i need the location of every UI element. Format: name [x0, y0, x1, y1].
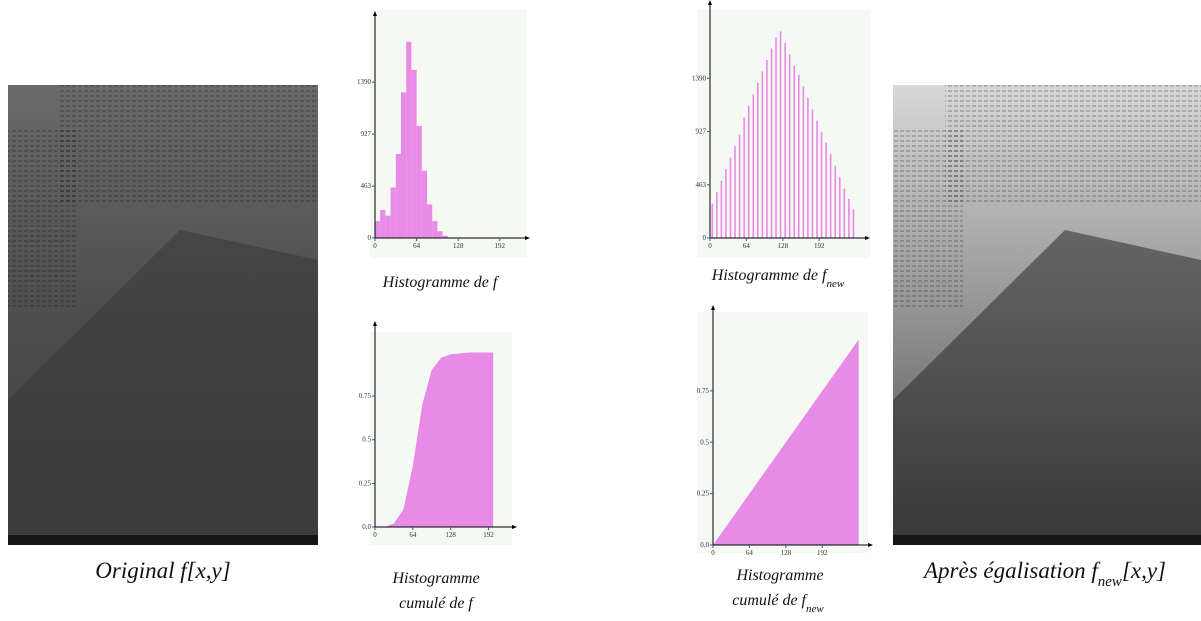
y-tick-label: 0.5 [700, 438, 709, 446]
caption-text: cumulé de f [732, 592, 808, 609]
area [375, 352, 494, 527]
caption: Histogramme de fnew [711, 267, 845, 290]
bar [437, 231, 443, 238]
x-tick-label: 0 [373, 531, 377, 539]
x-tick-label: 0 [711, 549, 715, 557]
x-tick-label: 128 [781, 549, 792, 557]
area [713, 339, 859, 545]
caption: Après égalisation fnew[x,y] [922, 558, 1166, 590]
x-tick-label: 64 [409, 531, 417, 539]
arrow [708, 0, 712, 5]
bar [432, 221, 438, 238]
caption-sub: new [826, 278, 844, 290]
caption-sub: new [806, 603, 824, 615]
caption-sub: new [1098, 574, 1122, 590]
caption-text: [x,y] [1122, 558, 1166, 583]
y-tick-label: 927 [696, 128, 707, 136]
caption: Histogramme de f [382, 274, 500, 291]
caption: Histogramme [391, 570, 479, 587]
equalized-image [893, 85, 1201, 545]
caption: Histogramme [735, 567, 823, 584]
y-tick-label: 1390 [692, 74, 707, 82]
y-tick-label: 1390 [357, 78, 372, 86]
y-tick-label: 0.25 [697, 490, 710, 498]
arrow [512, 525, 517, 529]
x-tick-label: 64 [743, 242, 751, 250]
y-tick-label: 0.0 [700, 541, 709, 549]
bar [406, 41, 412, 238]
arrow [525, 236, 530, 240]
bar [427, 204, 433, 238]
x-tick-label: 192 [495, 242, 506, 250]
caption-text: Histogramme de f [711, 267, 829, 284]
bar [390, 187, 396, 238]
bar [380, 209, 386, 238]
y-tick-label: 0.75 [697, 387, 710, 395]
arrow [373, 11, 377, 16]
caption: cumulé de f [399, 595, 475, 612]
x-tick-label: 192 [814, 242, 825, 250]
x-tick-label: 0 [373, 242, 377, 250]
bar [385, 215, 391, 238]
x-tick-label: 128 [445, 531, 456, 539]
arrow [865, 236, 870, 240]
caption: cumulé de fnew [732, 592, 824, 615]
x-tick-label: 64 [746, 549, 754, 557]
bar [416, 125, 422, 238]
arrow [711, 305, 715, 310]
x-tick-label: 128 [778, 242, 789, 250]
x-tick-label: 192 [483, 531, 494, 539]
x-tick-label: 128 [453, 242, 464, 250]
bar [411, 69, 417, 238]
bar [421, 170, 427, 238]
caption: Original f[x,y] [95, 558, 230, 583]
bar [442, 235, 448, 238]
bar [401, 92, 407, 239]
original-image [8, 85, 318, 545]
bar [375, 221, 381, 238]
bar [395, 153, 401, 238]
caption-text: Après égalisation f [922, 558, 1101, 583]
arrow [373, 321, 377, 326]
y-tick-label: 0.25 [359, 479, 372, 487]
y-tick-label: 0.75 [359, 392, 372, 400]
y-tick-label: 0 [368, 234, 372, 242]
y-tick-label: 927 [361, 130, 372, 138]
y-tick-label: 463 [696, 181, 707, 189]
y-tick-label: 0.0 [362, 523, 371, 531]
y-tick-label: 463 [361, 182, 372, 190]
arrow [868, 543, 873, 547]
y-tick-label: 0 [703, 234, 707, 242]
y-tick-label: 0.5 [362, 436, 371, 444]
x-tick-label: 64 [413, 242, 421, 250]
x-tick-label: 192 [817, 549, 828, 557]
x-tick-label: 0 [708, 242, 712, 250]
